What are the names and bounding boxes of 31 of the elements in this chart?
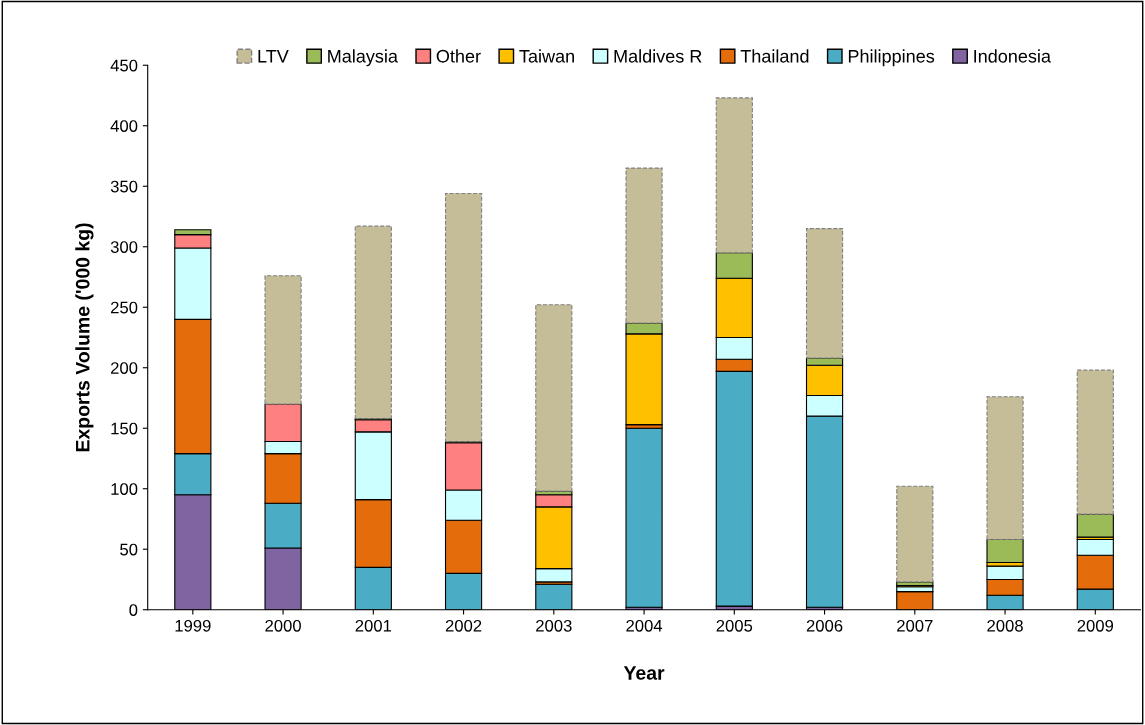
y-tick-label: 200 xyxy=(111,362,138,374)
y-tick-label: 350 xyxy=(110,180,138,193)
legend-label: Maldives R xyxy=(614,49,702,63)
x-tick-label: 2002 xyxy=(445,619,482,632)
x-axis-title: Year xyxy=(623,666,665,680)
x-tick-label: 2006 xyxy=(806,619,843,632)
y-tick-label: 0 xyxy=(129,604,138,616)
y-tick-label: 100 xyxy=(111,483,138,495)
x-tick-label: 2004 xyxy=(626,619,663,632)
legend-label: Thailand xyxy=(740,49,809,63)
y-tick-label: 150 xyxy=(111,422,138,435)
x-tick-label: 2005 xyxy=(716,619,753,632)
y-axis-title: Exports Volume ('000 kg) xyxy=(75,223,94,452)
x-tick-label: 2008 xyxy=(987,619,1023,632)
x-tick-label: 2009 xyxy=(1077,619,1114,632)
y-tick-label: 250 xyxy=(111,301,138,314)
y-tick-label: 450 xyxy=(110,59,138,72)
y-tick-label: 50 xyxy=(120,543,138,556)
x-tick-label: 2007 xyxy=(897,619,933,632)
x-tick-label: 1999 xyxy=(175,619,211,632)
legend-label: Philippines xyxy=(848,49,935,67)
y-tick-label: 400 xyxy=(110,120,138,132)
x-tick-label: 2003 xyxy=(536,619,572,632)
y-tick-label: 300 xyxy=(110,241,138,253)
x-tick-label: 2000 xyxy=(265,619,301,632)
legend-label: LTV xyxy=(258,50,289,63)
legend-label: Malaysia xyxy=(328,49,398,67)
legend-label: Indonesia xyxy=(974,49,1051,63)
legend-label: Other xyxy=(436,49,481,63)
x-tick-label: 2001 xyxy=(355,619,392,632)
legend-label: Taiwan xyxy=(519,49,574,63)
